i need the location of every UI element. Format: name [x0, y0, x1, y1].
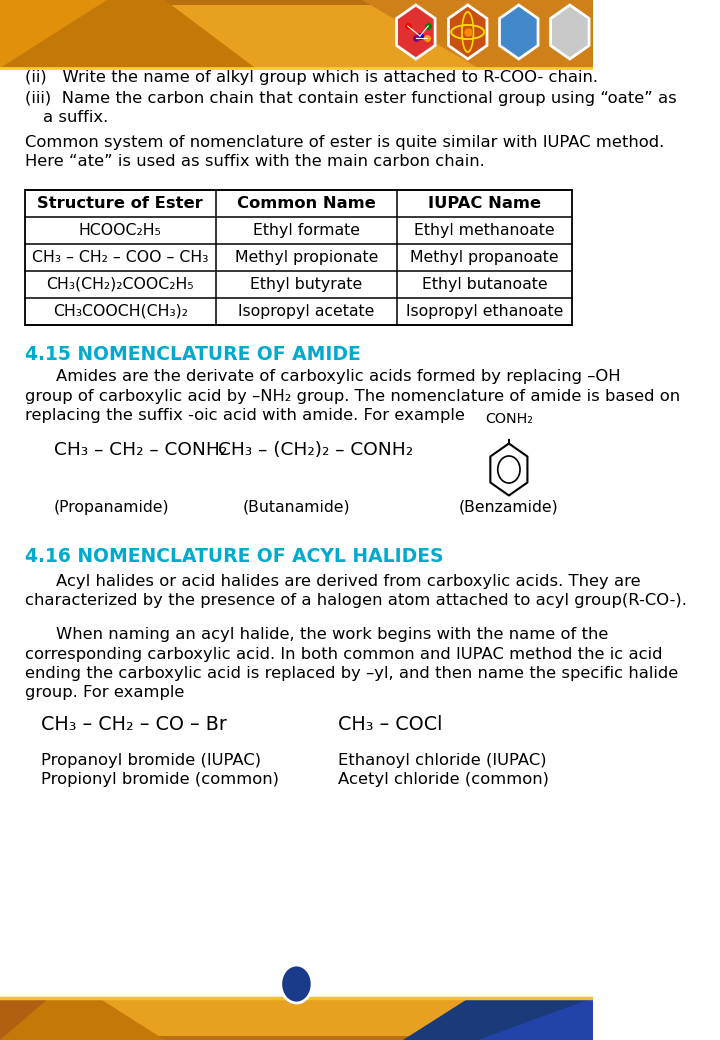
Text: CH₃ – COCl: CH₃ – COCl	[338, 716, 442, 734]
Text: HCOOC₂H₅: HCOOC₂H₅	[78, 223, 162, 237]
Text: (iii)  Name the carbon chain that contain ester functional group using “oate” as: (iii) Name the carbon chain that contain…	[24, 90, 677, 105]
Polygon shape	[0, 0, 107, 68]
Text: IUPAC Name: IUPAC Name	[428, 196, 541, 210]
Text: CH₃(CH₂)₂COOC₂H₅: CH₃(CH₂)₂COOC₂H₅	[46, 277, 194, 291]
Text: CH₃ – (CH₂)₂ – CONH₂: CH₃ – (CH₂)₂ – CONH₂	[218, 441, 413, 459]
Text: 94: 94	[285, 977, 307, 991]
Text: characterized by the presence of a halogen atom attached to acyl group(R-CO-).: characterized by the presence of a halog…	[24, 594, 687, 608]
Text: Here “ate” is used as suffix with the main carbon chain.: Here “ate” is used as suffix with the ma…	[24, 154, 485, 170]
Text: CH₃ – CH₂ – COO – CH₃: CH₃ – CH₂ – COO – CH₃	[32, 250, 208, 264]
FancyBboxPatch shape	[0, 30, 595, 1006]
Text: Isopropyl acetate: Isopropyl acetate	[238, 304, 374, 318]
Polygon shape	[0, 0, 256, 68]
Text: a suffix.: a suffix.	[42, 110, 108, 125]
Text: group of carboxylic acid by –NH₂ group. The nomenclature of amide is based on: group of carboxylic acid by –NH₂ group. …	[24, 389, 680, 404]
Polygon shape	[362, 0, 593, 68]
Text: (Butanamide): (Butanamide)	[243, 499, 350, 515]
Text: Acetyl chloride (common): Acetyl chloride (common)	[338, 772, 549, 787]
Text: 4.16 NOMENCLATURE OF ACYL HALIDES: 4.16 NOMENCLATURE OF ACYL HALIDES	[24, 546, 444, 566]
Text: (Propanamide): (Propanamide)	[53, 499, 169, 515]
Text: CH₃COOCH(CH₃)₂: CH₃COOCH(CH₃)₂	[53, 304, 188, 318]
Text: group. For example: group. For example	[24, 685, 184, 701]
Text: Ethyl formate: Ethyl formate	[253, 223, 360, 237]
Text: CH₃ – CH₂ – CONH₂: CH₃ – CH₂ – CONH₂	[53, 441, 227, 459]
Text: Common system of nomenclature of ester is quite similar with IUPAC method.: Common system of nomenclature of ester i…	[24, 134, 664, 150]
Text: CONH₂: CONH₂	[485, 412, 533, 425]
Text: Structure of Ester: Structure of Ester	[37, 196, 203, 210]
FancyBboxPatch shape	[24, 189, 572, 324]
Text: Ethyl methanoate: Ethyl methanoate	[414, 223, 555, 237]
Text: CH₃ – CH₂ – CO – Br: CH₃ – CH₂ – CO – Br	[41, 716, 227, 734]
Polygon shape	[403, 998, 593, 1040]
FancyBboxPatch shape	[0, 998, 593, 1040]
Text: When naming an acyl halide, the work begins with the name of the: When naming an acyl halide, the work beg…	[56, 627, 608, 642]
FancyBboxPatch shape	[0, 0, 593, 68]
Circle shape	[281, 965, 312, 1003]
Text: replacing the suffix -oic acid with amide. For example: replacing the suffix -oic acid with amid…	[24, 408, 464, 423]
Text: Propionyl bromide (common): Propionyl bromide (common)	[41, 772, 279, 787]
Text: Propanoyl bromide (IUPAC): Propanoyl bromide (IUPAC)	[41, 753, 261, 768]
Text: Methyl propionate: Methyl propionate	[235, 250, 378, 264]
Polygon shape	[0, 998, 50, 1040]
Text: (ii)   Write the name of alkyl group which is attached to R-COO- chain.: (ii) Write the name of alkyl group which…	[24, 70, 598, 85]
Text: (Benzamide): (Benzamide)	[459, 499, 559, 515]
Text: 4.15 NOMENCLATURE OF AMIDE: 4.15 NOMENCLATURE OF AMIDE	[24, 344, 361, 364]
Text: Ethanoyl chloride (IUPAC): Ethanoyl chloride (IUPAC)	[338, 753, 546, 768]
FancyBboxPatch shape	[0, 1036, 593, 1040]
Text: Ethyl butyrate: Ethyl butyrate	[250, 277, 362, 291]
Text: Acyl halides or acid halides are derived from carboxylic acids. They are: Acyl halides or acid halides are derived…	[56, 574, 641, 589]
Text: Amides are the derivate of carboxylic acids formed by replacing –OH: Amides are the derivate of carboxylic ac…	[56, 369, 621, 384]
Text: Methyl propanoate: Methyl propanoate	[410, 250, 559, 264]
FancyBboxPatch shape	[0, 0, 593, 5]
Polygon shape	[477, 998, 593, 1040]
Text: Common Name: Common Name	[237, 196, 376, 210]
Polygon shape	[0, 998, 165, 1040]
Text: ending the carboxylic acid is replaced by –yl, and then name the specific halide: ending the carboxylic acid is replaced b…	[24, 666, 678, 681]
Text: Ethyl butanoate: Ethyl butanoate	[422, 277, 547, 291]
Text: Isopropyl ethanoate: Isopropyl ethanoate	[406, 304, 563, 318]
Text: corresponding carboxylic acid. In both common and IUPAC method the ic acid: corresponding carboxylic acid. In both c…	[24, 647, 662, 661]
